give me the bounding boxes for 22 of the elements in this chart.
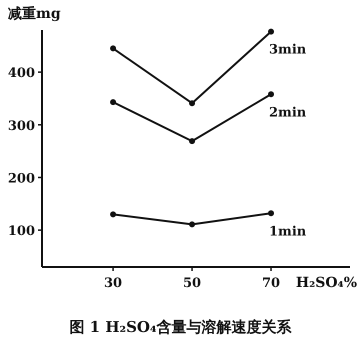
point — [110, 45, 116, 52]
series-label: 1min — [269, 224, 307, 240]
point — [110, 99, 116, 106]
x-tick-label: 50 — [183, 276, 202, 291]
y-tick-label: 400 — [8, 66, 35, 82]
series-label: 2min — [269, 105, 307, 120]
point — [189, 100, 196, 106]
series-label: 3min — [269, 42, 307, 58]
y-tick-label: 100 — [8, 224, 35, 240]
point — [110, 211, 116, 218]
y-tick-label: 200 — [8, 171, 35, 186]
y-axis-title: 减重mg — [8, 6, 61, 22]
x-tick-label: 70 — [262, 276, 280, 291]
point — [268, 91, 274, 98]
x-tick-label: 30 — [104, 276, 122, 291]
point — [268, 210, 274, 216]
point — [189, 221, 196, 228]
y-tick-label: 300 — [8, 118, 35, 134]
point — [189, 138, 196, 144]
point — [268, 28, 274, 35]
text: 图 1 H₂SO₄含量与溶解速度关系 — [69, 318, 293, 336]
x-axis-title: H₂SO₄% — [296, 275, 357, 291]
